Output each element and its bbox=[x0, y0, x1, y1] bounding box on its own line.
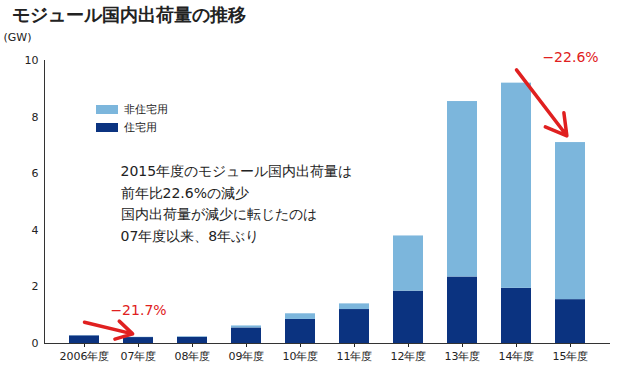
svg-text:(GW): (GW) bbox=[4, 31, 32, 44]
svg-text:6: 6 bbox=[32, 167, 39, 180]
svg-text:2015年度のモジュール国内出荷量は前年比22.6%の減少国: 2015年度のモジュール国内出荷量は前年比22.6%の減少国内出荷量が減少に転じ… bbox=[121, 163, 353, 244]
svg-text:12年度: 12年度 bbox=[391, 350, 427, 363]
svg-text:14年度: 14年度 bbox=[499, 350, 535, 363]
svg-text:13年度: 13年度 bbox=[445, 350, 481, 363]
svg-text:15年度: 15年度 bbox=[553, 350, 589, 363]
svg-text:−22.6%: −22.6% bbox=[542, 49, 598, 65]
svg-text:2006年度: 2006年度 bbox=[60, 350, 110, 363]
svg-text:0: 0 bbox=[32, 337, 39, 350]
svg-text:10: 10 bbox=[25, 54, 39, 67]
svg-text:10年度: 10年度 bbox=[283, 350, 319, 363]
html-text:非住宅用: 非住宅用 bbox=[124, 102, 168, 116]
svg-text:09年度: 09年度 bbox=[229, 350, 265, 363]
svg-text:11年度: 11年度 bbox=[337, 350, 373, 363]
svg-text:4: 4 bbox=[32, 224, 39, 237]
html-text:住宅用: 住宅用 bbox=[124, 120, 157, 134]
html-text:モジュール国内出荷量の推移: モジュール国内出荷量の推移 bbox=[12, 4, 246, 25]
svg-text:08年度: 08年度 bbox=[175, 350, 211, 363]
svg-text:−21.7%: −21.7% bbox=[110, 302, 166, 318]
svg-text:2: 2 bbox=[32, 280, 39, 293]
svg-text:8: 8 bbox=[32, 111, 39, 124]
svg-text:07年度: 07年度 bbox=[121, 350, 157, 363]
